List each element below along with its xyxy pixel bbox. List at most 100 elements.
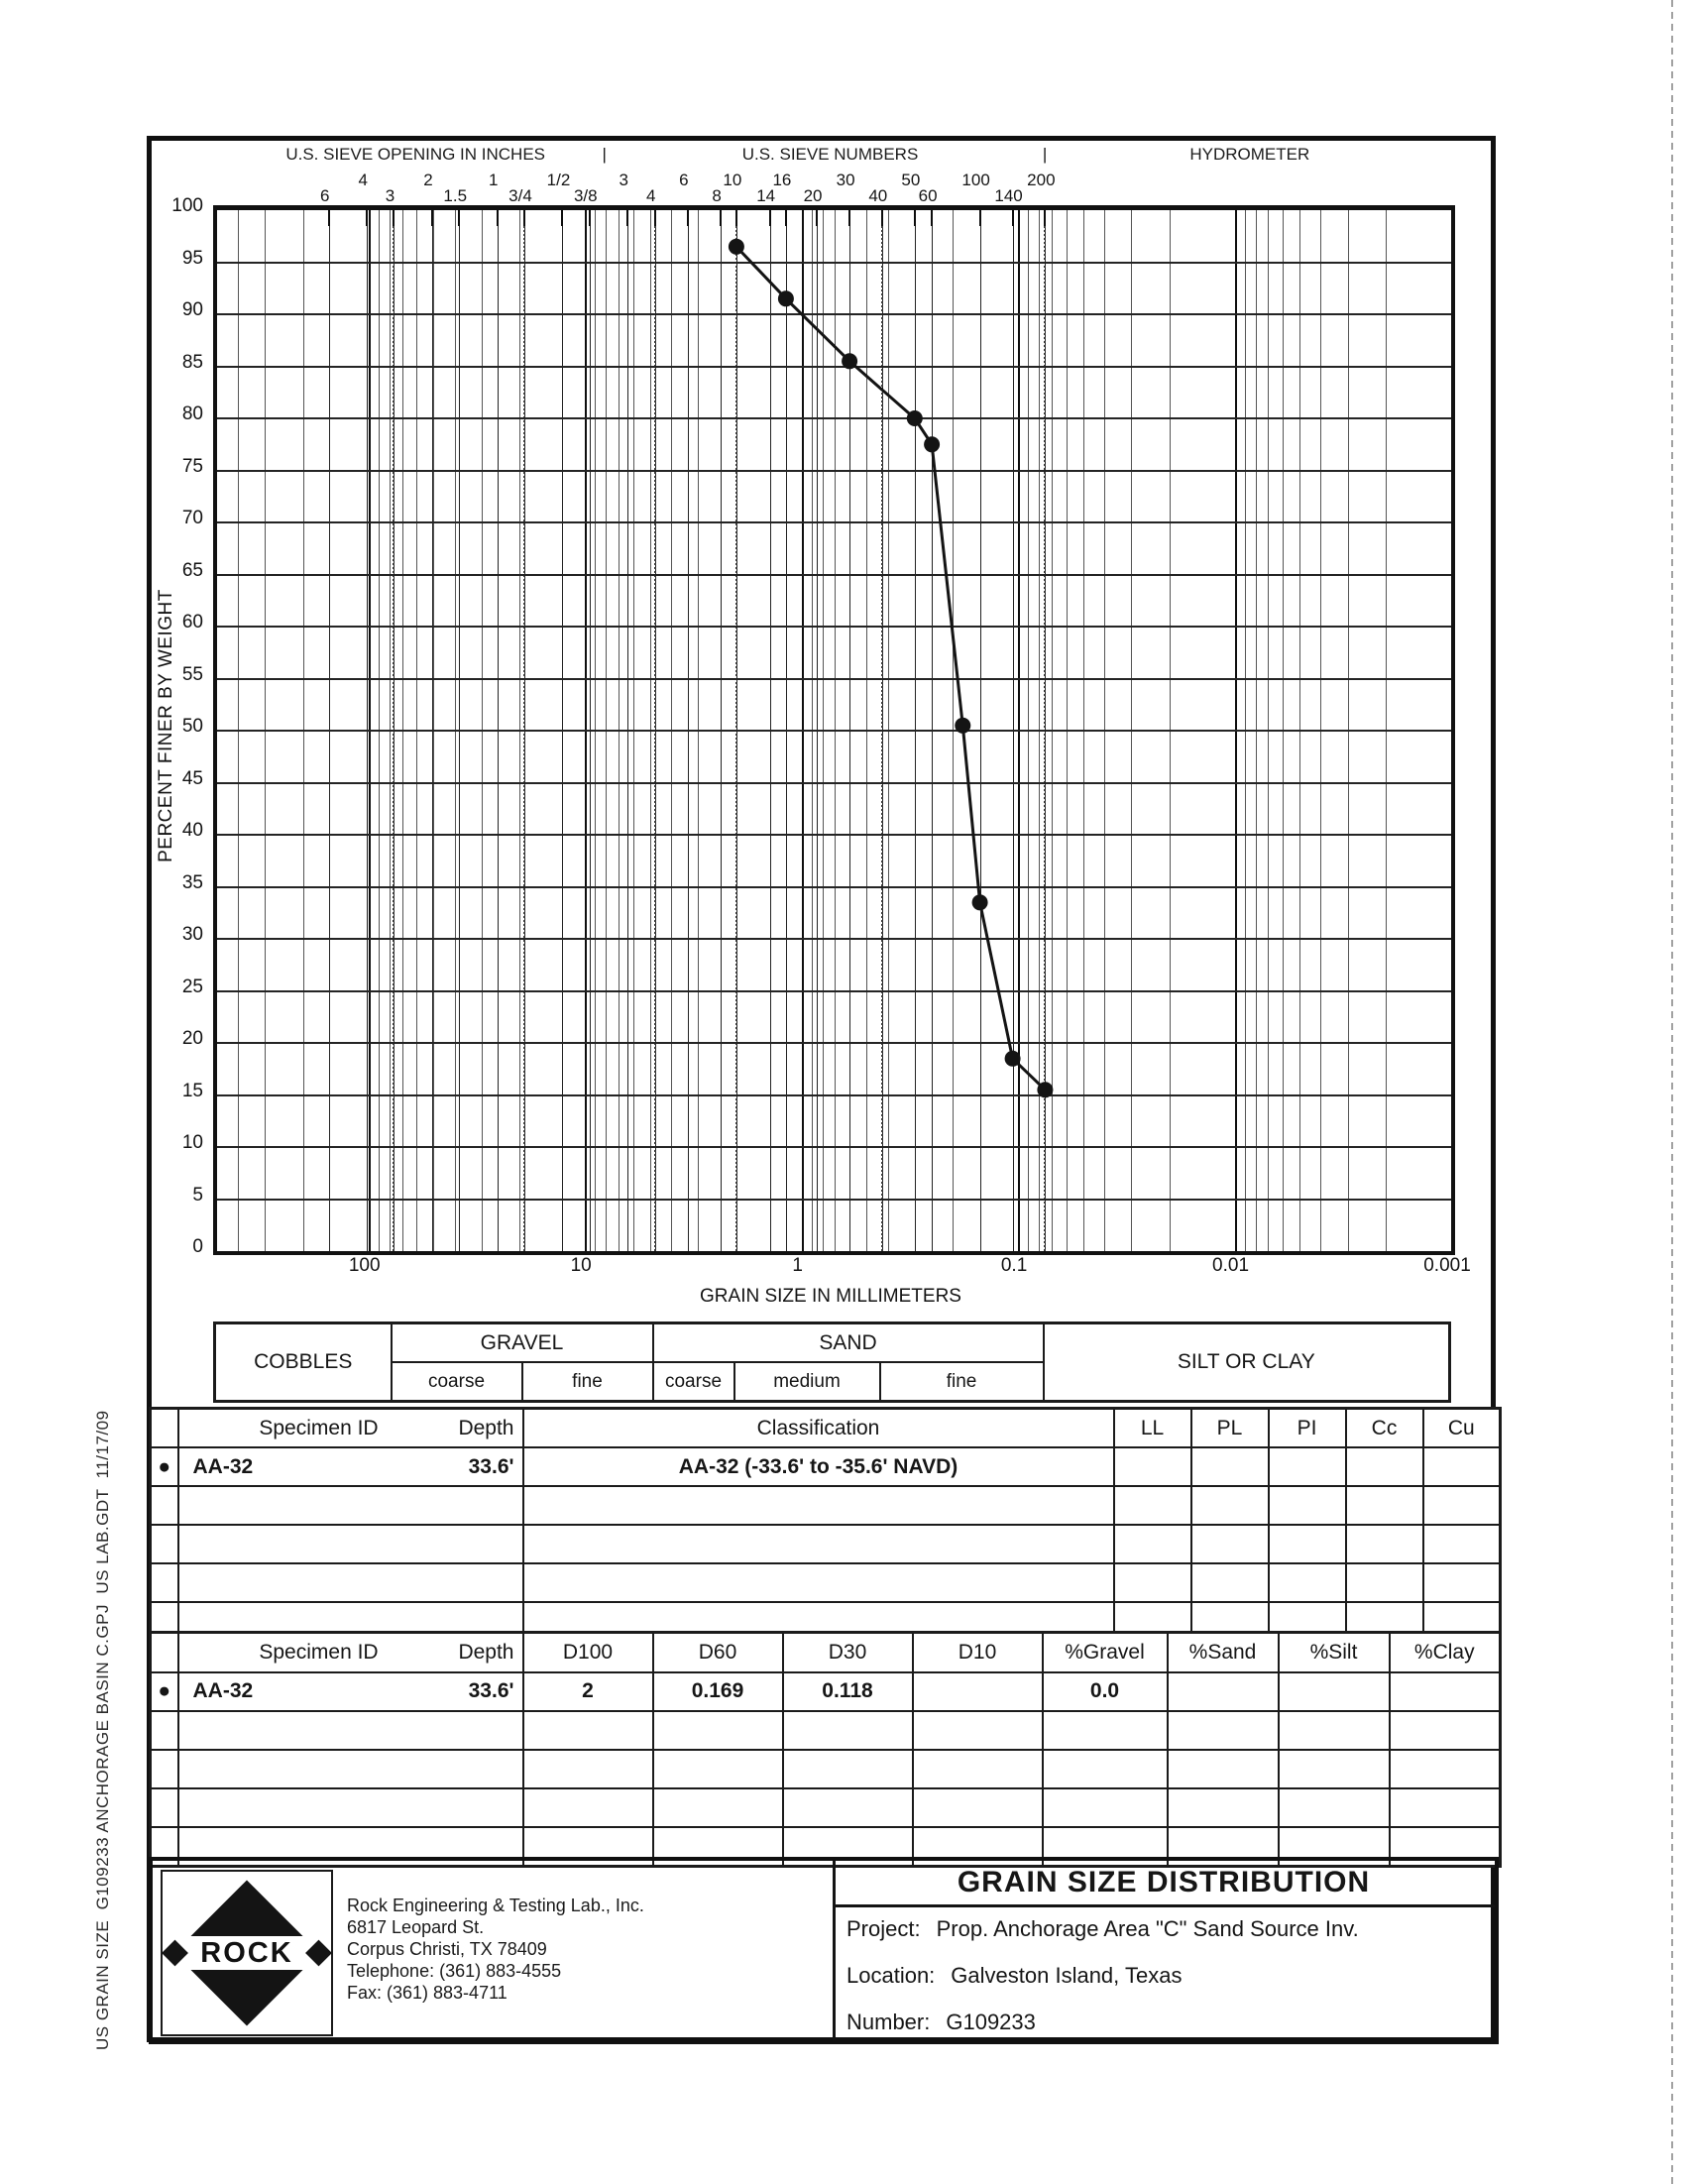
scan-artifact-line <box>1671 0 1673 2184</box>
percent-tick-label: 70 <box>152 508 203 529</box>
data-point <box>972 894 988 910</box>
table-cell <box>1114 1447 1191 1486</box>
table-cell <box>1191 1447 1269 1486</box>
cell-specimen-id: AA-32 <box>179 1455 469 1479</box>
empty-cell <box>1114 1525 1191 1563</box>
data-point <box>924 436 940 452</box>
footer-field-value: Prop. Anchorage Area "C" Sand Source Inv… <box>937 1916 1359 1941</box>
empty-cell <box>178 1750 523 1788</box>
gradation-table: Specimen IDDepthD100D60D30D10%Gravel%San… <box>149 1631 1502 1868</box>
percent-tick-label: 95 <box>152 248 203 270</box>
table-header-depth: Depth <box>458 1641 521 1665</box>
table-cell <box>1269 1447 1346 1486</box>
empty-cell <box>783 1750 913 1788</box>
data-point <box>778 290 794 306</box>
empty-symbol-cell <box>151 1750 178 1788</box>
table-header-cell: D100 <box>523 1633 653 1672</box>
strip-cell-sand-medium: medium <box>734 1362 880 1402</box>
table-header-specimen-depth: Specimen IDDepth <box>178 1633 523 1672</box>
footer-field-label: Location: <box>846 1963 935 1988</box>
empty-cell <box>1423 1525 1501 1563</box>
x-tick-label: 100 <box>349 1255 381 1277</box>
empty-symbol-cell <box>151 1711 178 1750</box>
row-symbol: ● <box>151 1447 178 1486</box>
data-point <box>842 353 857 369</box>
sieve-size-label: 16 <box>772 171 791 190</box>
empty-cell <box>913 1750 1043 1788</box>
table-cell: AA-32 (-33.6' to -35.6' NAVD) <box>523 1447 1114 1486</box>
symbol-column-header <box>151 1409 178 1448</box>
y-axis-title: PERCENT FINER BY WEIGHT <box>156 589 177 862</box>
sieve-size-label: 1 <box>489 171 498 190</box>
table-header-cell: Classification <box>523 1409 1114 1448</box>
sieve-size-label: 1/2 <box>547 171 571 190</box>
table-header-cell: D30 <box>783 1633 913 1672</box>
empty-cell <box>1269 1486 1346 1525</box>
empty-cell <box>1269 1563 1346 1602</box>
sieve-size-label: 3 <box>620 171 628 190</box>
empty-cell <box>1168 1788 1279 1827</box>
logo-small-diamond-icon <box>162 1940 188 1967</box>
empty-cell <box>653 1711 783 1750</box>
cell-specimen-depth: AA-3233.6' <box>178 1447 523 1486</box>
empty-cell <box>523 1750 653 1788</box>
sieve-size-label: 200 <box>1027 171 1055 190</box>
percent-tick-label: 10 <box>152 1132 203 1154</box>
plot-area <box>213 205 1455 1255</box>
percent-tick-label: 75 <box>152 456 203 478</box>
table-header-specimen-id: Specimen ID <box>179 1417 459 1440</box>
empty-cell <box>653 1750 783 1788</box>
empty-cell <box>913 1711 1043 1750</box>
sieve-size-label: 100 <box>961 171 989 190</box>
empty-cell <box>523 1525 1114 1563</box>
footer-field: Location:Galveston Island, Texas <box>846 1963 1182 1989</box>
sieve-size-label: 8 <box>712 186 721 206</box>
logo-stripe: ROCK <box>163 1936 331 1970</box>
empty-symbol-cell <box>151 1788 178 1827</box>
footer-box: ROCK Rock Engineering & Testing Lab., In… <box>149 1857 1499 2044</box>
empty-cell <box>1346 1525 1423 1563</box>
percent-tick-label: 15 <box>152 1081 203 1102</box>
scale-title: U.S. SIEVE NUMBERS <box>742 145 919 167</box>
sidebar-filename-text: US GRAIN SIZE G109233 ANCHORAGE BASIN C.… <box>93 1366 119 2050</box>
sieve-size-label: 6 <box>320 186 329 206</box>
gradation-curve <box>736 247 1046 1091</box>
percent-tick-label: 0 <box>152 1236 203 1258</box>
empty-cell <box>1279 1788 1390 1827</box>
gradation-curve-svg <box>217 210 1451 1251</box>
x-tick-label: 0.001 <box>1423 1255 1471 1277</box>
empty-cell <box>523 1711 653 1750</box>
data-point <box>907 410 923 426</box>
empty-cell <box>1168 1750 1279 1788</box>
table-cell: 0.0 <box>1043 1672 1168 1711</box>
empty-cell <box>178 1486 523 1525</box>
empty-cell <box>913 1788 1043 1827</box>
strip-cell-gravel: GRAVEL <box>392 1323 653 1363</box>
report-title: GRAIN SIZE DISTRIBUTION <box>833 1861 1495 1907</box>
table-header-specimen-depth: Specimen IDDepth <box>178 1409 523 1448</box>
percent-tick-label: 80 <box>152 403 203 425</box>
empty-cell <box>1191 1486 1269 1525</box>
empty-cell <box>178 1711 523 1750</box>
footer-field-label: Number: <box>846 2010 930 2034</box>
cell-specimen-id: AA-32 <box>179 1679 469 1703</box>
percent-tick-label: 85 <box>152 352 203 374</box>
sieve-size-label: 20 <box>804 186 823 206</box>
percent-tick-label: 65 <box>152 560 203 582</box>
percent-tick-label: 30 <box>152 924 203 946</box>
data-point <box>729 239 744 255</box>
table-cell: 2 <box>523 1672 653 1711</box>
table-header-cell: %Silt <box>1279 1633 1390 1672</box>
empty-cell <box>1279 1711 1390 1750</box>
company-address-line: Telephone: (361) 883-4555 <box>347 1960 644 1982</box>
sieve-size-label: 3/8 <box>574 186 598 206</box>
empty-cell <box>178 1525 523 1563</box>
table-header-cell: %Sand <box>1168 1633 1279 1672</box>
table-header-cell: D10 <box>913 1633 1043 1672</box>
table-header-depth: Depth <box>458 1417 521 1440</box>
table-cell <box>1279 1672 1390 1711</box>
table-header-cell: %Gravel <box>1043 1633 1168 1672</box>
empty-cell <box>1390 1711 1501 1750</box>
cell-depth: 33.6' <box>469 1455 522 1479</box>
logo-text: ROCK <box>200 1937 292 1970</box>
